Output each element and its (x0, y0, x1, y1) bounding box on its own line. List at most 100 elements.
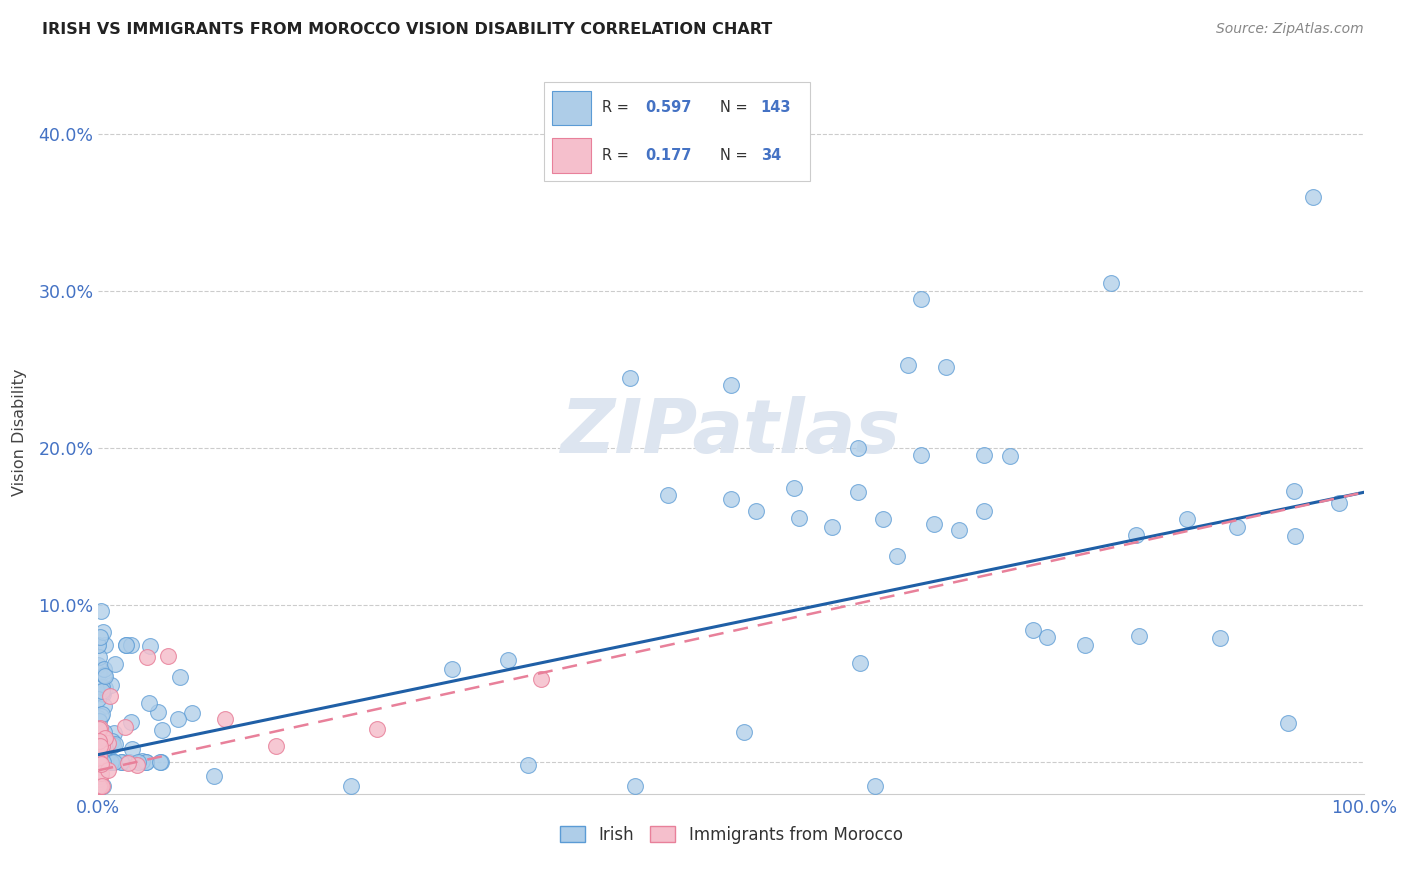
Point (91, 756, 114, 770)
Text: R =: R = (602, 101, 633, 115)
Point (87, 638, 110, 652)
Point (886, 549, 908, 564)
Point (91, 756, 114, 770)
Point (93, 638, 115, 652)
Point (922, 516, 945, 531)
Point (118, 756, 141, 770)
Point (97, 756, 120, 770)
Point (910, 292, 932, 306)
Point (783, 481, 806, 495)
Point (120, 714, 142, 729)
Y-axis label: Vision Disability: Vision Disability (13, 369, 27, 496)
Point (1226, 520, 1249, 534)
Point (89, 772, 111, 786)
Point (96, 756, 118, 770)
Point (91, 625, 114, 640)
Point (87, 756, 110, 770)
Point (973, 448, 995, 462)
Point (97, 736, 120, 750)
Point (135, 756, 157, 770)
Point (998, 449, 1021, 463)
Point (366, 722, 388, 736)
Point (94, 756, 117, 770)
Point (87, 756, 110, 770)
Point (1021, 624, 1043, 638)
Point (114, 720, 136, 734)
Point (100, 756, 122, 770)
Point (87, 736, 110, 750)
Point (150, 723, 173, 737)
Point (87, 730, 110, 744)
Point (131, 754, 153, 768)
Text: 34: 34 (761, 148, 780, 162)
Point (121, 741, 143, 756)
Point (138, 639, 160, 653)
Point (89, 714, 111, 728)
Point (93, 756, 115, 770)
Point (87, 739, 110, 754)
Point (619, 370, 641, 384)
Point (138, 697, 160, 711)
Point (98, 756, 121, 770)
Point (125, 757, 148, 772)
Point (624, 779, 647, 793)
Text: R =: R = (602, 148, 633, 162)
Point (104, 657, 127, 672)
Point (87, 755, 110, 769)
Point (720, 378, 742, 392)
Point (93, 741, 115, 756)
Point (93, 725, 115, 739)
Text: N =: N = (720, 148, 752, 162)
Point (91, 706, 114, 721)
Point (87, 779, 110, 793)
Point (87, 779, 110, 793)
Point (910, 448, 932, 462)
Point (90, 663, 112, 677)
Point (87, 755, 110, 769)
Point (90, 756, 112, 771)
Point (1209, 631, 1232, 645)
Point (91, 686, 114, 700)
Text: 143: 143 (761, 101, 792, 115)
Point (517, 758, 540, 772)
Point (91, 756, 114, 770)
Point (821, 520, 844, 534)
Point (90, 779, 112, 793)
Point (89, 756, 111, 770)
Point (89, 756, 111, 770)
Point (89, 631, 111, 645)
Text: Source: ZipAtlas.com: Source: ZipAtlas.com (1216, 22, 1364, 37)
Point (87, 756, 110, 770)
Point (110, 756, 132, 770)
Point (117, 756, 139, 770)
Point (1284, 529, 1306, 543)
Point (91, 680, 114, 694)
Point (94, 731, 117, 746)
FancyBboxPatch shape (553, 91, 591, 126)
Point (87, 756, 110, 770)
Point (91, 779, 114, 793)
Point (115, 638, 138, 652)
Point (135, 756, 157, 770)
Point (87, 749, 110, 764)
Point (87, 691, 110, 706)
Point (150, 756, 173, 770)
Point (135, 650, 157, 665)
Point (846, 485, 869, 500)
Point (93, 667, 115, 681)
Point (127, 756, 149, 770)
Point (169, 670, 191, 684)
Point (87, 756, 110, 770)
Point (1175, 512, 1198, 526)
Point (87, 779, 110, 793)
Point (96, 756, 118, 770)
Point (1277, 716, 1299, 731)
Text: IRISH VS IMMIGRANTS FROM MOROCCO VISION DISABILITY CORRELATION CHART: IRISH VS IMMIGRANTS FROM MOROCCO VISION … (42, 22, 772, 37)
Point (89, 749, 111, 764)
Point (89, 756, 111, 770)
Point (91, 756, 114, 770)
Point (87, 722, 110, 736)
Point (973, 504, 995, 518)
Point (935, 359, 957, 374)
Point (87, 734, 110, 748)
